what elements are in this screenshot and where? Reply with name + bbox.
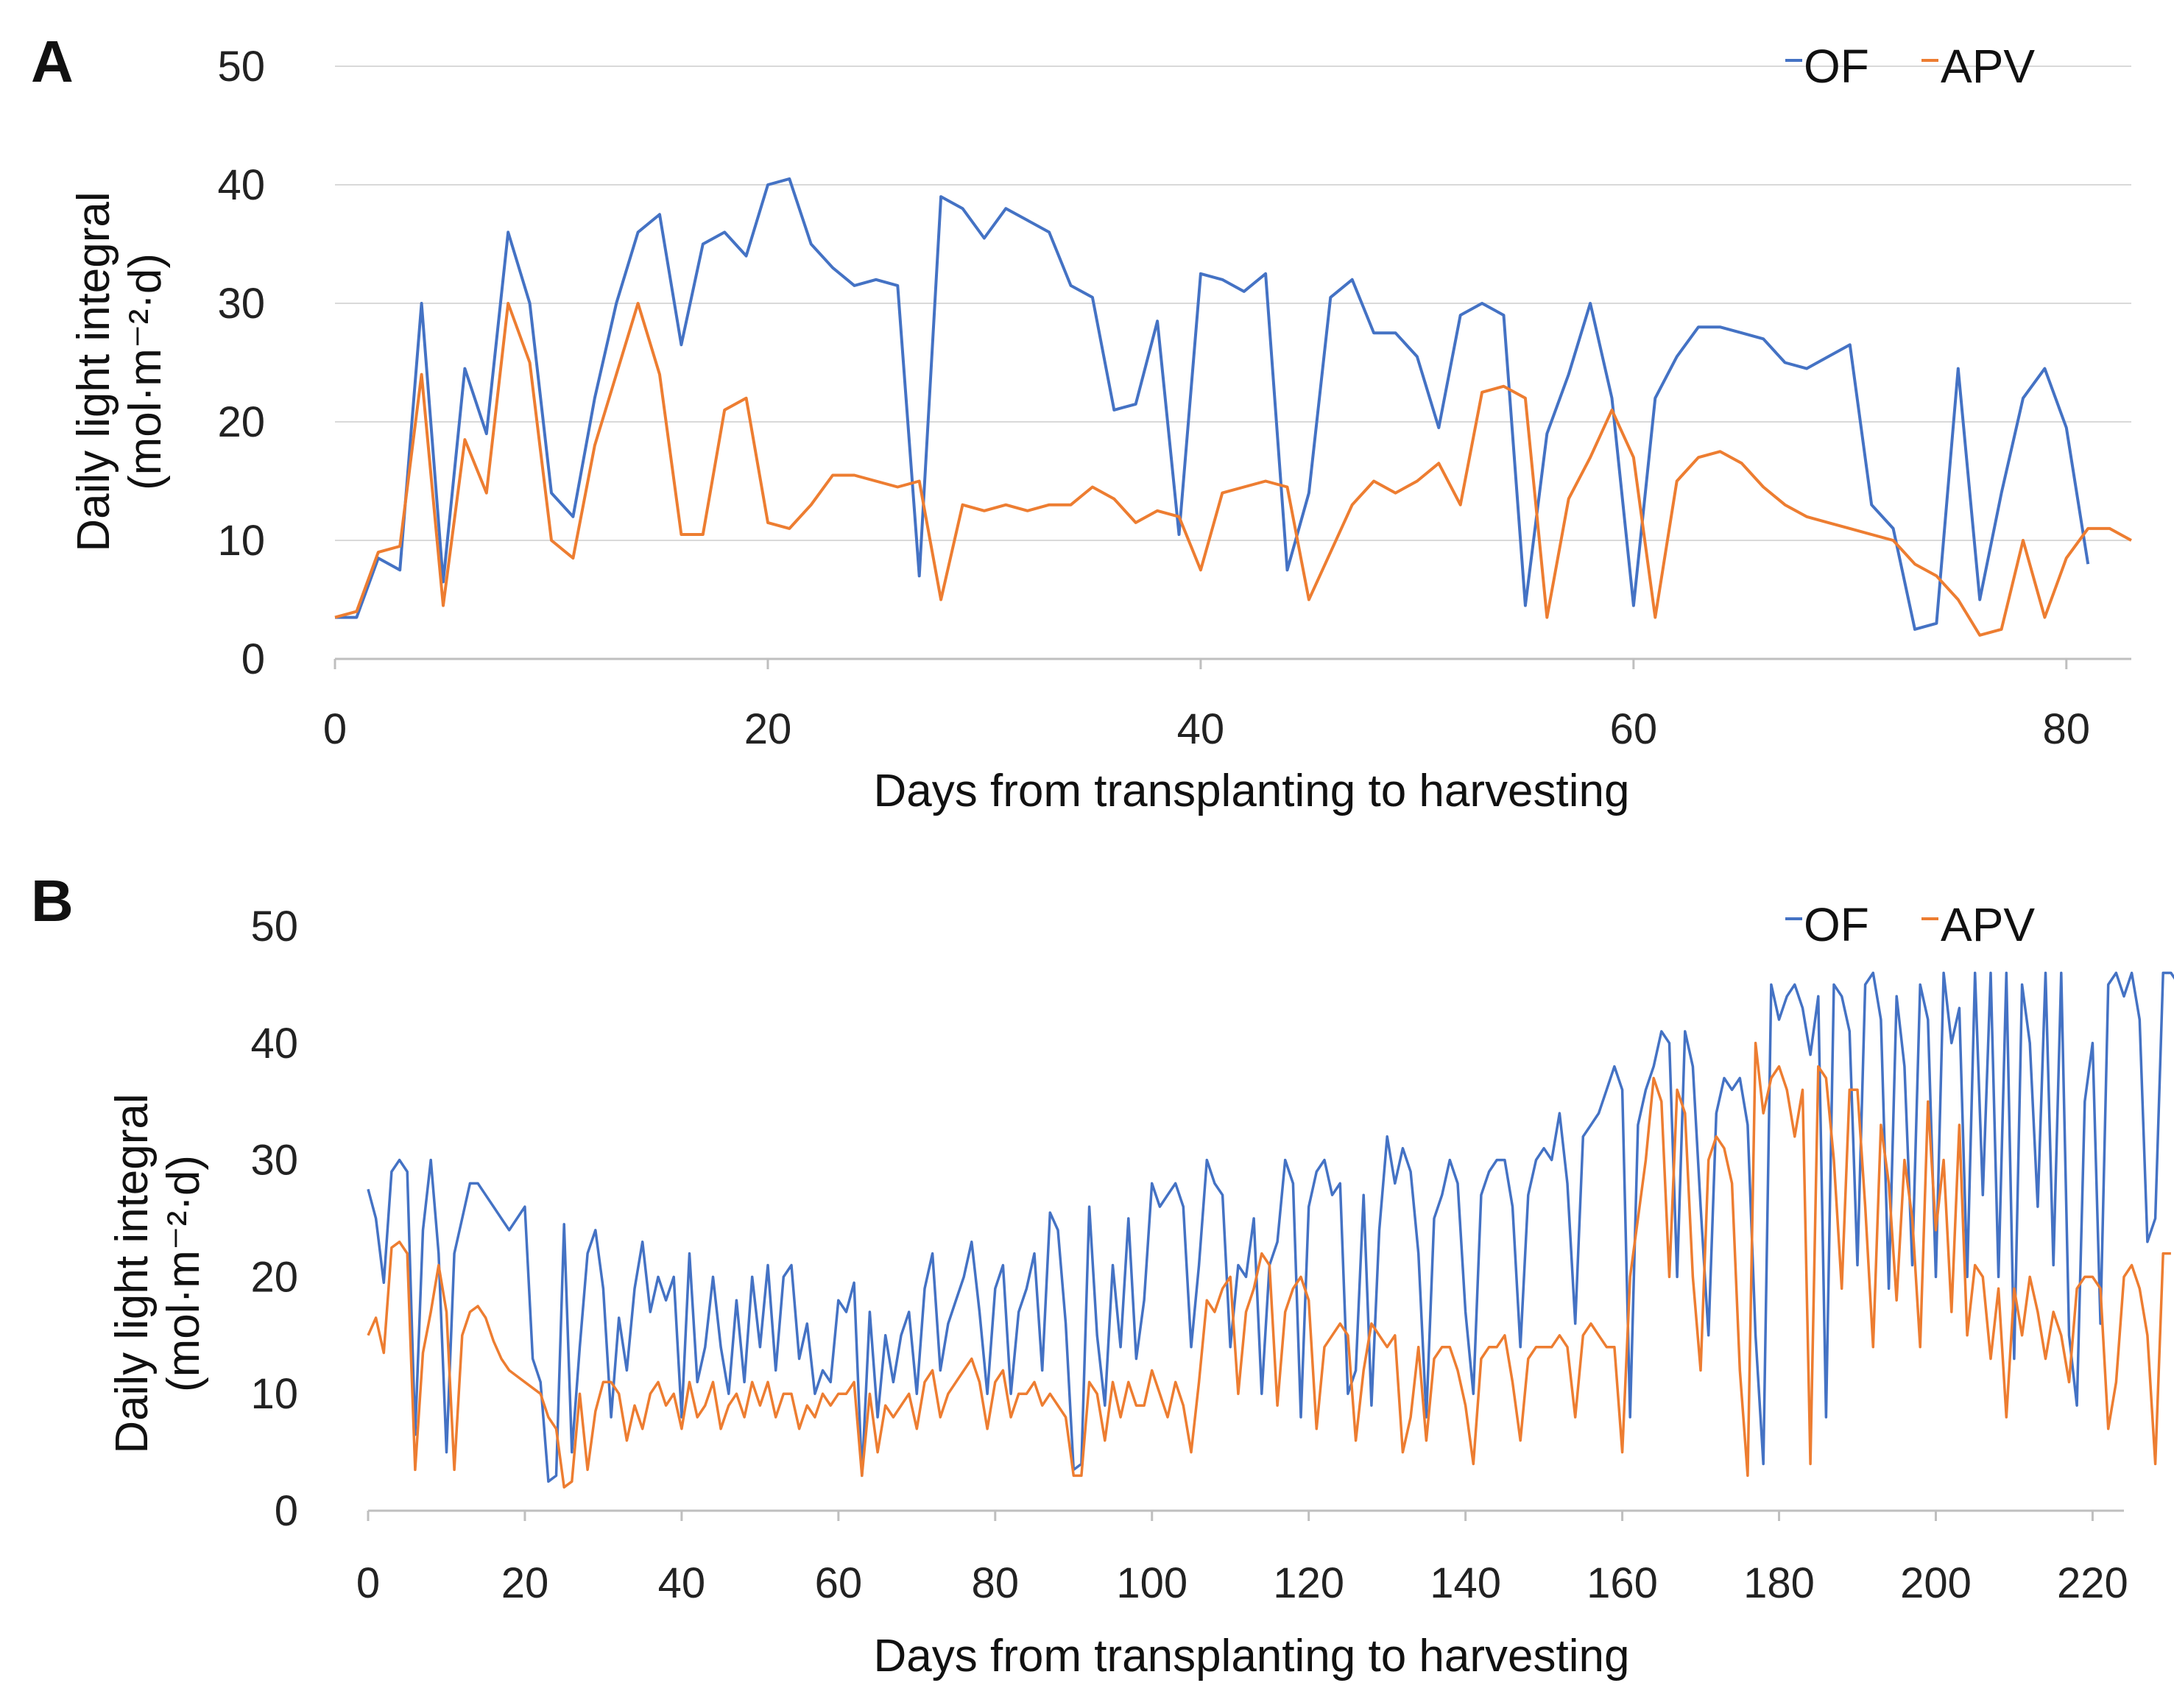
chart-b-legend: OF APV [1785, 898, 2035, 951]
chart-b-x-tick-label: 60 [815, 1559, 863, 1607]
chart-b-x-tick-label: 120 [1273, 1559, 1344, 1607]
chart-panel-b: B 0 10 20 30 40 50 0 20 40 60 80 100 120 140 160 180 200… [0, 854, 2174, 1707]
chart-a-series-line-apv [334, 302, 2132, 637]
chart-a-x-tick-label: 0 [323, 705, 347, 753]
chart-b-series-line-apv [367, 1042, 2171, 1489]
panel-label-b: B [31, 868, 74, 934]
chart-b-x-tick-label: 80 [972, 1559, 1020, 1607]
chart-b-y-tick-label: 40 [250, 1020, 298, 1068]
chart-b-legend-label-apv: APV [1941, 898, 2035, 951]
chart-a-series [334, 177, 2132, 637]
chart-a-y-tick-label: 50 [217, 43, 265, 91]
chart-a-y-axis-title-line1: Daily light integral [68, 191, 119, 551]
chart-b-x-tick-label: 140 [1430, 1559, 1501, 1607]
chart-b-series-line-of [367, 971, 2174, 1483]
chart-a-x-axis-title: Days from transplanting to harvesting [874, 766, 1630, 816]
chart-b-x-tick-label: 200 [1900, 1559, 1972, 1607]
chart-b-svg: 0 10 20 30 40 50 0 20 40 60 80 100 120 140 160 180 200 22… [107, 898, 2174, 1681]
chart-a-series-line-of [335, 177, 2090, 631]
chart-b-y-tick-label: 0 [275, 1487, 298, 1535]
chart-a-y-tick-label: 0 [241, 635, 265, 683]
chart-b-y-axis-title-line2: (mol·m⁻²·d) [158, 1155, 209, 1392]
chart-a-gridlines [335, 66, 2131, 541]
chart-a-y-axis-title: Daily light integral (mol·m⁻²·d) [68, 191, 171, 551]
chart-a-y-tick-label: 40 [217, 161, 265, 209]
chart-b-x-tick-label: 0 [356, 1559, 380, 1607]
chart-a-x-tick-label: 20 [744, 705, 792, 753]
chart-b-y-axis-title: Daily light integral (mol·m⁻²·d) [107, 1093, 209, 1453]
chart-b-y-tick-label: 30 [250, 1137, 298, 1185]
chart-b-x-tick-label: 100 [1116, 1559, 1187, 1607]
chart-a-y-axis-title-line2: (mol·m⁻²·d) [120, 253, 171, 490]
chart-b-x-tick-label: 40 [658, 1559, 706, 1607]
chart-b-x-tick-label: 160 [1587, 1559, 1658, 1607]
chart-a-x-tick-label: 80 [2043, 705, 2091, 753]
chart-a-x-tick-label: 60 [1610, 705, 1658, 753]
chart-b-y-axis-title-line1: Daily light integral [107, 1093, 158, 1453]
chart-b-y-tick-label: 20 [250, 1253, 298, 1301]
chart-panel-a: A 0 10 20 30 40 50 0 20 40 60 80 Days from transpl… [31, 29, 2132, 816]
chart-a-y-tick-label: 20 [217, 398, 265, 446]
chart-b-x-axis-title: Days from transplanting to harvesting [874, 1631, 1630, 1681]
chart-b-x-tick-label: 180 [1743, 1559, 1815, 1607]
chart-b-series [367, 971, 2174, 1489]
chart-b-x-tick-label: 220 [2057, 1559, 2128, 1607]
chart-b-y-tick-label: 10 [250, 1370, 298, 1418]
chart-a-svg: 0 10 20 30 40 50 0 20 40 60 80 Days from transplan… [68, 40, 2132, 816]
chart-b-x-tick-label: 20 [501, 1559, 549, 1607]
panel-label-a: A [31, 29, 74, 94]
chart-a-y-tick-label: 10 [217, 517, 265, 565]
chart-a-legend-label-apv: APV [1941, 40, 2035, 93]
chart-b-y-tick-label: 50 [250, 903, 298, 950]
chart-b-legend-label-of: OF [1804, 898, 1869, 951]
chart-b-axes: 0 10 20 30 40 50 0 20 40 60 80 100 120 140 160 180 200 22… [250, 903, 2128, 1607]
chart-a-x-tick-label: 40 [1177, 705, 1225, 753]
chart-a-y-tick-label: 30 [217, 280, 265, 328]
chart-a-legend-label-of: OF [1804, 40, 1869, 93]
chart-a-axes: 0 10 20 30 40 50 0 20 40 60 80 [217, 43, 2131, 753]
chart-a-legend: OF APV [1785, 40, 2035, 93]
